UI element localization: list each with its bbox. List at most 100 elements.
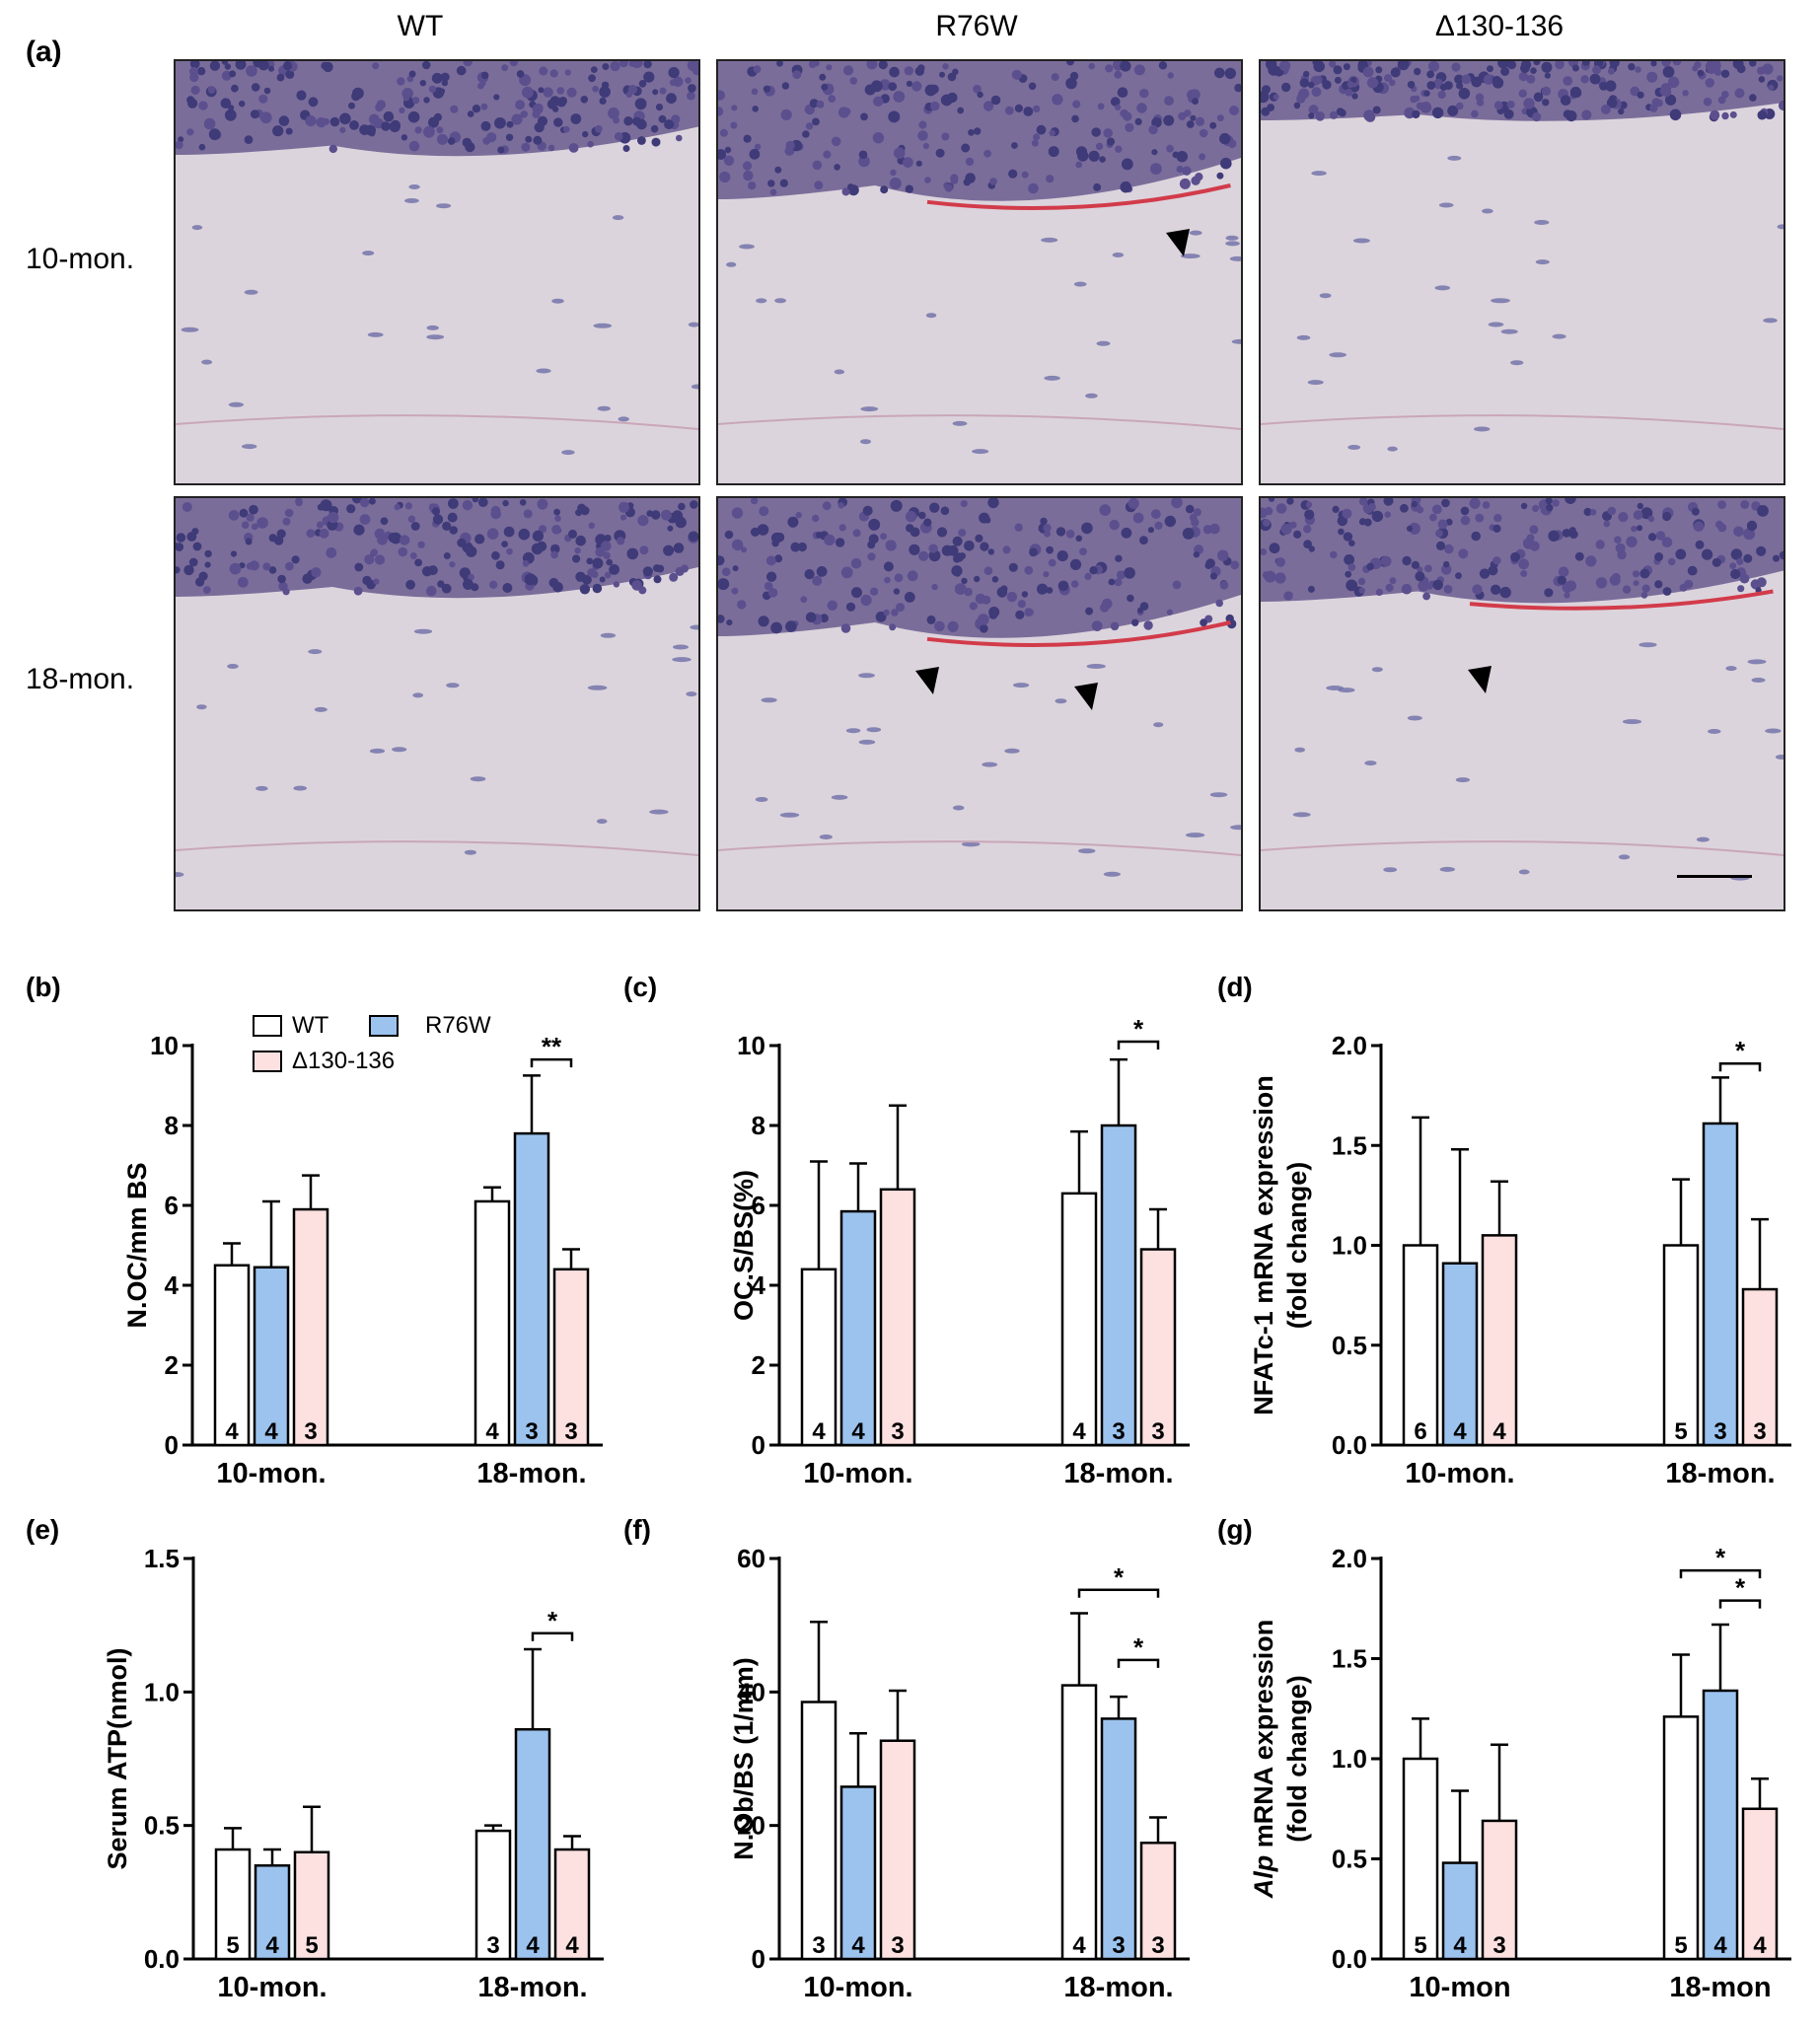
cell-nucleus <box>749 148 761 160</box>
cell-nucleus <box>653 564 661 572</box>
y-tick-label: 8 <box>752 1111 765 1140</box>
cell-nucleus <box>1303 540 1312 549</box>
cell-nucleus <box>328 144 337 154</box>
cell-nucleus <box>928 544 938 553</box>
cell-nucleus <box>1667 557 1676 566</box>
cell-nucleus <box>666 93 677 105</box>
cell-nucleus <box>1669 109 1682 121</box>
cell-nucleus <box>257 61 269 71</box>
cell-nucleus <box>1263 519 1271 527</box>
cell-nucleus <box>580 96 589 104</box>
cell-nucleus <box>1261 548 1267 555</box>
cell-nucleus <box>502 583 513 593</box>
bar-n-label: 4 <box>1453 1932 1467 1959</box>
cell-nucleus <box>380 517 389 526</box>
y-tick-label: 0 <box>752 1944 765 1974</box>
osteocyte <box>1535 259 1550 265</box>
cell-nucleus <box>1417 566 1423 573</box>
cell-nucleus <box>909 544 920 555</box>
cell-nucleus <box>519 499 527 506</box>
chart-g: (g) 0.0 0.5 1.0 1.5 2.0 Alp mRNA expression (fo… <box>1213 1509 1820 2025</box>
cell-nucleus <box>421 566 433 577</box>
cell-nucleus <box>203 117 216 130</box>
osteocyte <box>1112 253 1125 257</box>
cell-nucleus <box>1021 171 1029 179</box>
cell-nucleus <box>291 555 300 564</box>
cell-nucleus <box>224 63 232 70</box>
osteocyte <box>1294 747 1305 753</box>
cell-nucleus <box>764 581 773 591</box>
cell-nucleus <box>1036 124 1047 135</box>
cell-nucleus <box>1275 503 1287 514</box>
cell-nucleus <box>850 557 862 569</box>
cell-nucleus <box>1205 558 1215 568</box>
cell-nucleus <box>721 567 731 576</box>
osteocyte <box>1073 281 1087 287</box>
cell-nucleus <box>610 61 620 72</box>
cell-nucleus <box>1167 72 1174 79</box>
osteocyte <box>1777 224 1784 230</box>
cell-nucleus <box>311 567 322 578</box>
y-tick-label: 2.0 <box>1332 1544 1367 1573</box>
cell-nucleus <box>407 110 420 123</box>
cell-nucleus <box>522 560 530 567</box>
cell-nucleus <box>1139 602 1149 611</box>
cell-nucleus <box>554 515 561 522</box>
cell-nucleus <box>983 566 993 575</box>
cell-nucleus <box>533 135 543 145</box>
cell-nucleus <box>659 87 667 95</box>
x-category-label: 18-mon. <box>477 1972 587 2003</box>
cell-nucleus <box>743 134 752 143</box>
cell-nucleus <box>926 615 936 624</box>
cell-nucleus <box>520 110 528 118</box>
cell-nucleus <box>1265 61 1277 70</box>
cell-nucleus <box>1344 554 1354 565</box>
cell-nucleus <box>1435 541 1446 550</box>
cell-nucleus <box>1581 109 1592 120</box>
osteocyte <box>404 198 419 203</box>
cell-nucleus <box>1622 585 1632 594</box>
cell-nucleus <box>426 585 437 597</box>
bar-n-label: 4 <box>265 1932 279 1959</box>
cell-nucleus <box>643 61 652 69</box>
cell-nucleus <box>456 65 467 76</box>
cell-nucleus <box>1346 579 1358 592</box>
cell-nucleus <box>737 600 747 610</box>
bar <box>214 1848 252 1961</box>
cell-nucleus <box>1163 114 1175 126</box>
cell-nucleus <box>1230 560 1240 570</box>
cell-nucleus <box>1342 83 1348 90</box>
cell-nucleus <box>1136 103 1147 113</box>
osteocyte <box>690 624 698 630</box>
cell-nucleus <box>187 98 198 109</box>
x-category-label: 10-mon. <box>803 1972 912 2003</box>
bar <box>293 1850 330 1961</box>
osteocyte <box>755 797 768 802</box>
cell-nucleus <box>828 95 837 103</box>
cell-nucleus <box>1088 62 1095 70</box>
bar-n-label: 4 <box>812 1418 826 1445</box>
cell-nucleus <box>1705 78 1715 88</box>
cell-nucleus <box>285 561 294 571</box>
osteocyte <box>436 203 452 209</box>
cell-nucleus <box>1739 573 1750 584</box>
cell-nucleus <box>1492 556 1501 565</box>
cell-nucleus <box>537 115 548 126</box>
bone-edge <box>718 840 1241 856</box>
cell-nucleus <box>268 534 277 543</box>
cell-nucleus <box>792 70 802 80</box>
cell-nucleus <box>1127 594 1134 603</box>
y-axis-label: N.OC/mm BS <box>122 1162 152 1328</box>
cell-nucleus <box>942 63 949 70</box>
bar-n-label: 4 <box>565 1932 579 1959</box>
cell-nucleus <box>368 498 376 505</box>
cell-nucleus <box>1100 603 1110 613</box>
histology-wt-10mon <box>174 59 700 485</box>
cell-nucleus <box>1526 74 1536 84</box>
cell-nucleus <box>890 169 897 177</box>
cell-nucleus <box>1675 548 1687 560</box>
cell-nucleus <box>1425 582 1433 590</box>
cell-nucleus <box>524 573 537 586</box>
cell-nucleus <box>812 117 820 126</box>
y-tick-label: 1.0 <box>144 1677 180 1706</box>
